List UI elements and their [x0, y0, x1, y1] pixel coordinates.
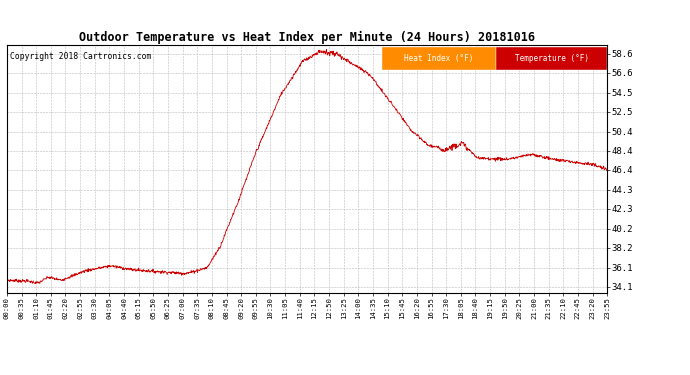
Text: Temperature (°F): Temperature (°F) — [515, 54, 589, 63]
Title: Outdoor Temperature vs Heat Index per Minute (24 Hours) 20181016: Outdoor Temperature vs Heat Index per Mi… — [79, 31, 535, 44]
Text: Heat Index (°F): Heat Index (°F) — [404, 54, 474, 63]
Text: Copyright 2018 Cartronics.com: Copyright 2018 Cartronics.com — [10, 53, 151, 62]
Bar — [382, 48, 496, 70]
Bar — [496, 48, 607, 70]
